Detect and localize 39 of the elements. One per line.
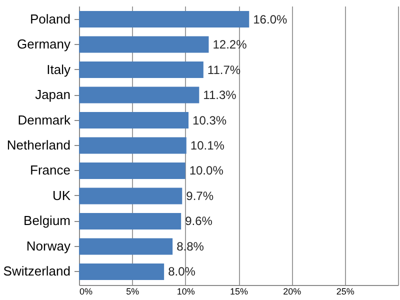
- x-tick-label: 10%: [176, 286, 195, 296]
- y-tick-label: Belgium: [24, 213, 70, 228]
- data-label: 16.0%: [253, 12, 288, 26]
- data-label: 9.7%: [186, 189, 214, 203]
- data-label: 10.1%: [190, 138, 225, 152]
- data-label: 11.7%: [207, 62, 241, 77]
- x-tick-label: 0%: [80, 286, 93, 296]
- y-tick-label: Norway: [26, 238, 71, 254]
- data-label: 8.0%: [168, 264, 196, 279]
- y-tick-label: Switzerland: [3, 264, 70, 279]
- bar: [79, 162, 186, 179]
- bar: [79, 238, 173, 255]
- y-tick-label: Denmark: [18, 112, 71, 128]
- data-label: 11.3%: [203, 88, 237, 102]
- bar: [79, 86, 200, 104]
- y-tick-label: France: [30, 162, 70, 178]
- bar: [79, 188, 182, 204]
- y-tick-label: Italy: [46, 62, 71, 77]
- bar: [79, 11, 250, 28]
- y-tick-label: UK: [52, 188, 71, 203]
- y-tick-label: Netherland: [6, 138, 70, 152]
- bar: [79, 112, 189, 128]
- x-tick-label: 25%: [336, 286, 354, 296]
- data-label: 12.2%: [212, 38, 248, 52]
- bar: [79, 264, 164, 280]
- data-label: 10.3%: [192, 113, 227, 128]
- data-label: 10.0%: [189, 164, 224, 178]
- bar: [79, 137, 186, 154]
- bar: [79, 36, 209, 53]
- y-tick-label: Japan: [35, 87, 70, 102]
- x-tick-label: 15%: [230, 286, 248, 296]
- x-tick-label: 5%: [126, 286, 140, 296]
- y-tick-label: Germany: [17, 36, 71, 52]
- data-label: 9.6%: [185, 214, 213, 228]
- bar: [79, 213, 182, 230]
- y-tick-label: Poland: [30, 11, 70, 26]
- data-label: 8.8%: [176, 239, 204, 254]
- bar: [79, 62, 204, 78]
- x-tick-label: 20%: [283, 286, 302, 296]
